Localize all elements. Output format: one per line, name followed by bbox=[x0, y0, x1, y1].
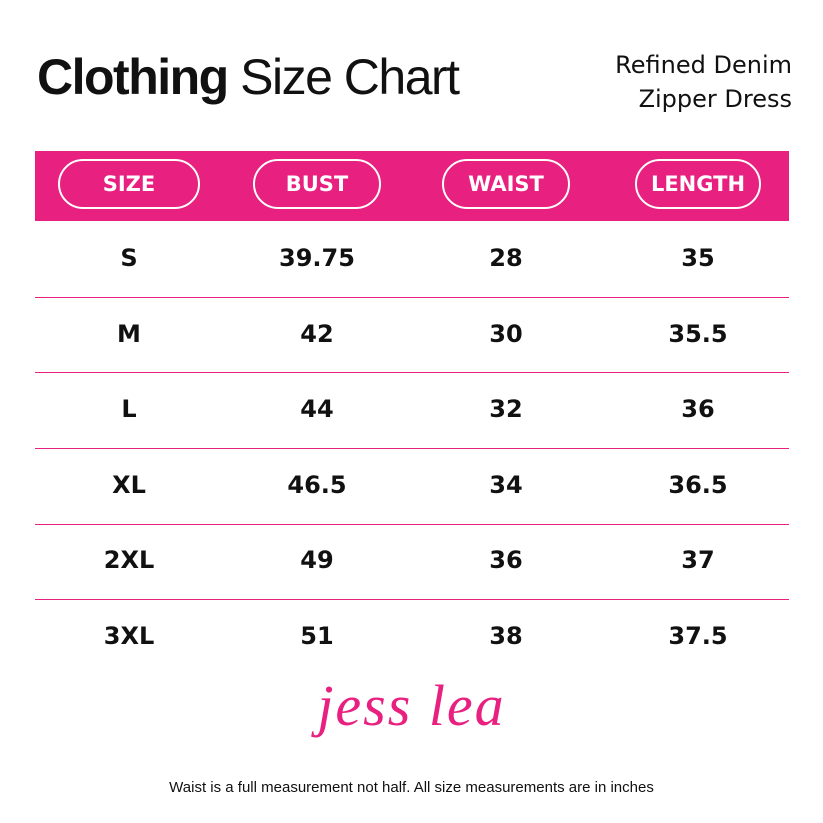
table-cell: 28 bbox=[489, 244, 523, 272]
row-separator bbox=[35, 599, 789, 601]
table-cell: 37 bbox=[681, 546, 715, 575]
column-header: BUST bbox=[253, 159, 381, 209]
footnote: Waist is a full measurement not half. Al… bbox=[169, 779, 654, 796]
table-cell: 36 bbox=[489, 546, 523, 575]
row-separator bbox=[35, 523, 789, 525]
product-line: Zipper Dress bbox=[638, 85, 792, 113]
table-cell: 46.5 bbox=[287, 470, 347, 499]
table-cell: 39.75 bbox=[279, 244, 355, 272]
table-cell: L bbox=[121, 395, 137, 424]
column-header: WAIST bbox=[442, 159, 570, 209]
table-cell: 51 bbox=[300, 622, 334, 650]
table-cell: 36 bbox=[681, 395, 715, 424]
table-cell: 30 bbox=[489, 319, 523, 348]
logo: jess lea bbox=[317, 673, 506, 738]
title-rest: Size Chart bbox=[240, 49, 460, 105]
row-separator bbox=[35, 448, 789, 449]
table-cell: 2XL bbox=[103, 546, 155, 575]
table-cell: 37.5 bbox=[668, 622, 728, 650]
table-cell: 35 bbox=[681, 244, 715, 272]
table-cell: 49 bbox=[300, 546, 334, 575]
table-cell: 42 bbox=[300, 319, 334, 348]
header-band: SIZE BUST WAIST LENGTH bbox=[35, 151, 789, 221]
product-line: Refined Denim bbox=[615, 51, 792, 79]
title: Clothing Size Chart bbox=[37, 48, 460, 106]
row-separator bbox=[35, 296, 789, 298]
table-cell: 44 bbox=[300, 395, 334, 424]
table-cell: 36.5 bbox=[668, 470, 728, 499]
table-cell: 32 bbox=[489, 395, 523, 424]
table-cell: XL bbox=[112, 470, 146, 499]
table-cell: 38 bbox=[489, 622, 523, 650]
table-cell: 34 bbox=[489, 470, 523, 499]
title-bold: Clothing bbox=[37, 49, 229, 105]
column-header: SIZE bbox=[58, 159, 200, 209]
column-header: LENGTH bbox=[635, 159, 761, 209]
table-cell: S bbox=[120, 244, 138, 272]
product-name: Refined Denim Zipper Dress bbox=[615, 48, 792, 116]
table-cell: 35.5 bbox=[668, 319, 728, 348]
table-cell: 3XL bbox=[103, 622, 155, 650]
row-separator bbox=[35, 372, 789, 374]
table-cell: M bbox=[117, 319, 141, 348]
